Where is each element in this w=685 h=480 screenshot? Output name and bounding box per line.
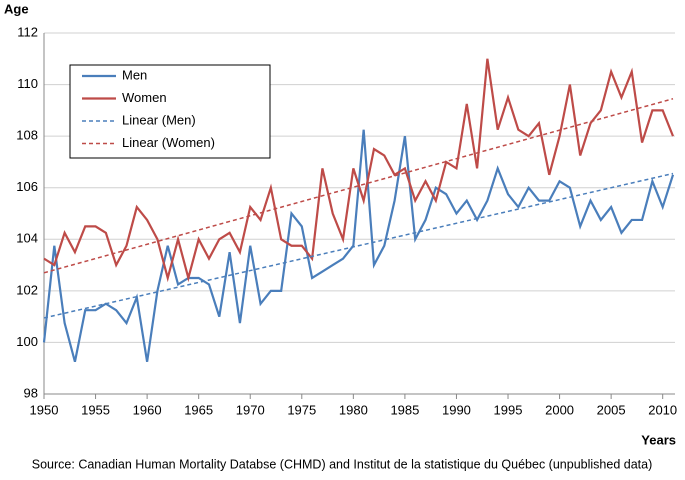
x-tick-label: 1950 — [30, 402, 59, 417]
data-line — [43, 58, 675, 283]
x-tick-label: 1995 — [494, 402, 523, 417]
legend-label: Linear (Women) — [122, 135, 215, 150]
x-tick-label: 1990 — [442, 402, 471, 417]
y-tick-label: 112 — [17, 24, 38, 39]
x-tick-label: 1965 — [184, 402, 213, 417]
trend-line — [43, 98, 674, 274]
y-tick-label: 100 — [16, 334, 38, 349]
x-tick-label: 1960 — [133, 402, 162, 417]
y-tick-label: 98 — [24, 385, 38, 400]
y-tick-label: 102 — [16, 282, 38, 297]
legend-label: Linear (Men) — [122, 112, 196, 127]
y-tick-label: 108 — [16, 128, 38, 143]
trend-line — [43, 172, 674, 319]
y-axis-label: Age — [4, 1, 29, 16]
x-tick-label: 1980 — [339, 402, 368, 417]
x-tick-label: 1955 — [81, 402, 110, 417]
y-tick-label: 104 — [16, 231, 38, 246]
legend-label: Women — [122, 90, 167, 105]
x-tick-label: 1970 — [236, 402, 265, 417]
x-tick-label: 2000 — [545, 402, 574, 417]
legend-label: Men — [122, 67, 147, 82]
y-tick-label: 106 — [16, 179, 38, 194]
x-tick-label: 1975 — [287, 402, 316, 417]
x-tick-label: 1985 — [390, 402, 419, 417]
x-tick-label: 2005 — [597, 402, 626, 417]
x-axis-label: Years — [641, 432, 676, 447]
source-note: Source: Canadian Human Mortality Databse… — [32, 457, 652, 471]
legend-box — [69, 64, 271, 159]
y-tick-label: 110 — [17, 76, 38, 91]
x-tick-label: 2010 — [648, 402, 677, 417]
